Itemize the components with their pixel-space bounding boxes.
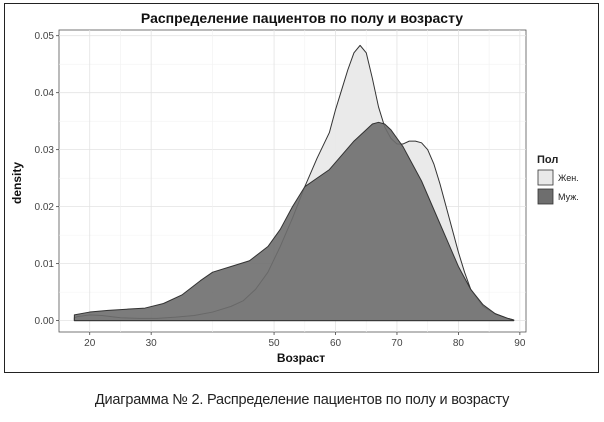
legend-label-female: Жен. (558, 173, 579, 183)
y-tick-label: 0.05 (35, 31, 55, 42)
x-tick-label: 20 (84, 338, 96, 349)
y-tick-label: 0.01 (35, 259, 55, 270)
chart-title: Распределение пациентов по полу и возрас… (141, 10, 463, 26)
x-tick-label: 30 (146, 338, 158, 349)
y-axis-ticks: 0.00 0.01 0.02 0.03 0.04 0.05 (35, 31, 59, 327)
y-tick-label: 0.02 (35, 202, 55, 213)
x-tick-label: 60 (330, 338, 342, 349)
legend: Пол Жен. Муж. (537, 154, 579, 205)
y-tick-label: 0.04 (35, 88, 55, 99)
x-tick-label: 70 (391, 338, 403, 349)
density-chart: Распределение пациентов по полу и возрас… (10, 10, 579, 365)
x-tick-label: 50 (269, 338, 281, 349)
x-axis-ticks: 20 30 50 60 70 80 90 (84, 332, 526, 349)
legend-label-male: Муж. (558, 192, 579, 202)
y-axis-title: density (10, 162, 24, 204)
x-tick-label: 80 (453, 338, 465, 349)
legend-key-female (537, 169, 554, 186)
legend-title: Пол (537, 154, 558, 166)
figure-caption: Диаграмма № 2. Распределение пациентов п… (94, 392, 510, 408)
x-tick-label: 90 (514, 338, 526, 349)
y-tick-label: 0.00 (35, 316, 55, 327)
x-axis-title: Возраст (277, 351, 325, 365)
y-tick-label: 0.03 (35, 145, 55, 156)
density-areas (73, 44, 515, 322)
density-area-male (73, 121, 515, 322)
legend-key-male (537, 188, 554, 205)
